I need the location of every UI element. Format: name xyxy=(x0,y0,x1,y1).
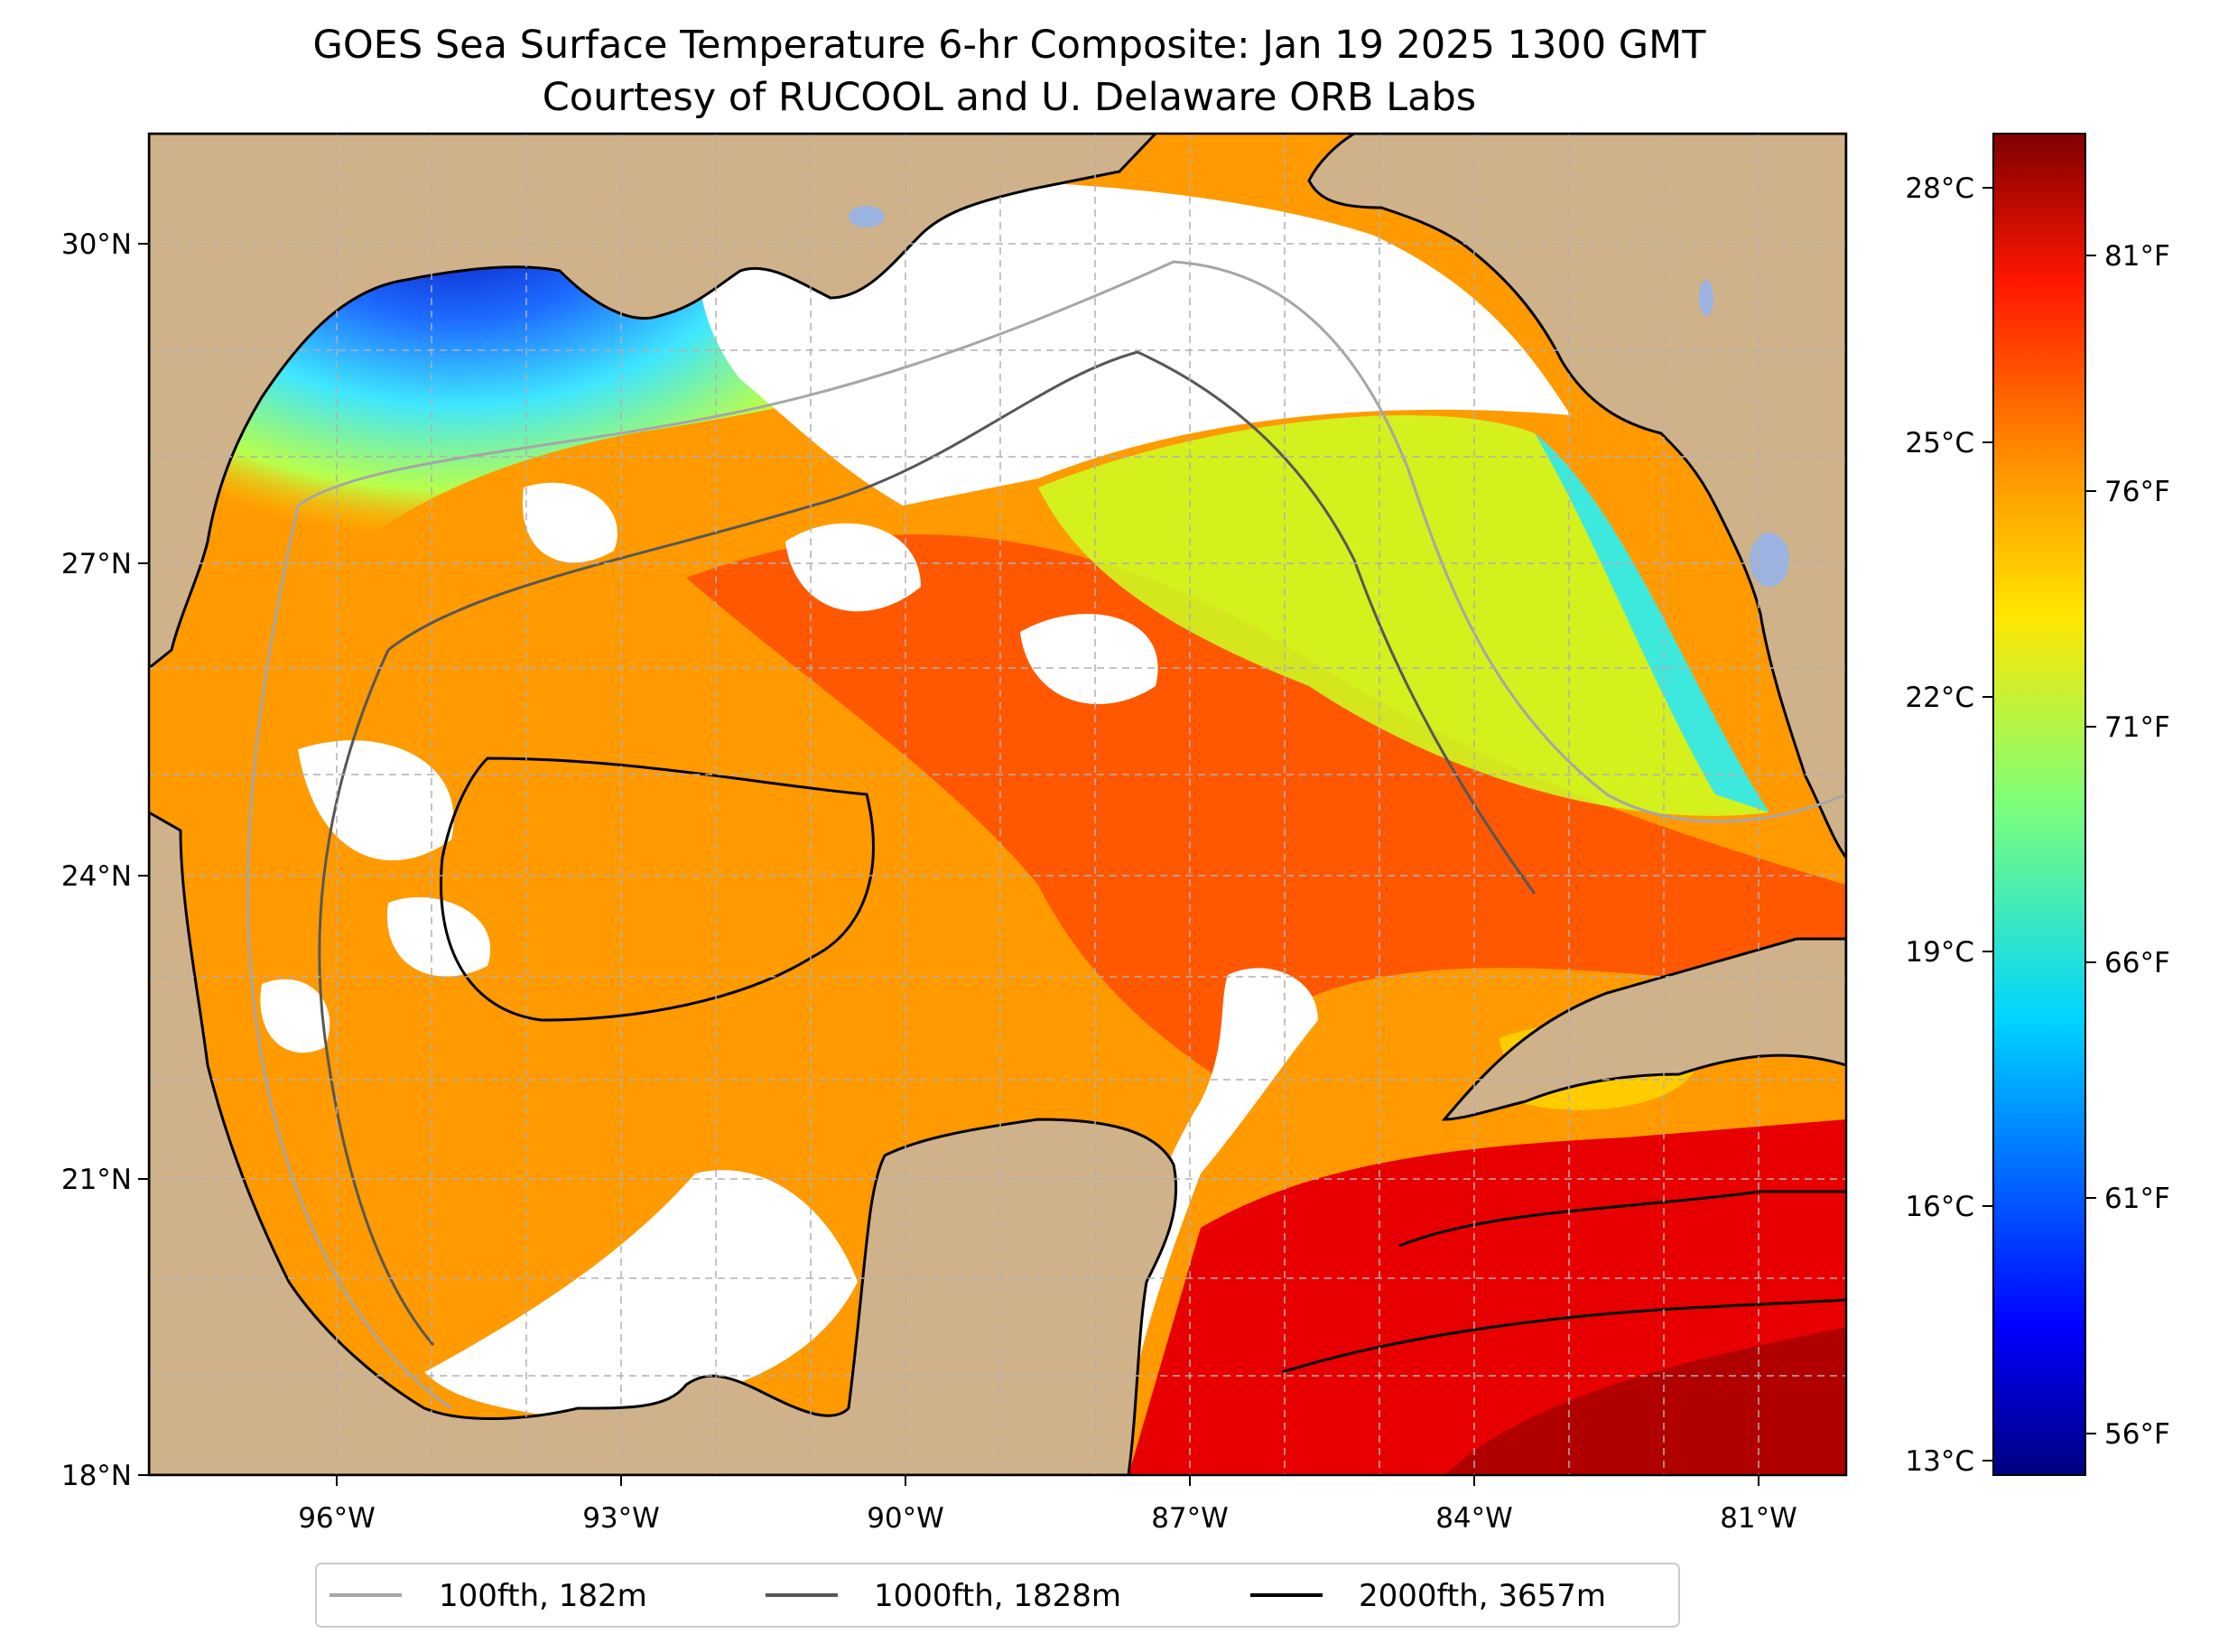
y-tick-label: 27°N xyxy=(61,548,132,580)
warm-loop-current xyxy=(686,534,1846,1083)
x-tick-label: 90°W xyxy=(867,1502,944,1535)
colorbar: 28°C 25°C 22°C 19°C 16°C 13°C 81°F 76°F … xyxy=(1905,133,2170,1478)
celsius-tick-label: 19°C xyxy=(1905,936,1974,969)
fahrenheit-tick-label: 76°F xyxy=(2104,476,2170,508)
x-tick-marks xyxy=(336,1475,1759,1486)
x-tick-label: 93°W xyxy=(582,1502,660,1535)
fahrenheit-tick-label: 71°F xyxy=(2104,711,2170,744)
y-tick-label: 24°N xyxy=(61,860,132,893)
x-tick-label: 84°W xyxy=(1435,1502,1513,1535)
contour-100fth xyxy=(297,260,1846,823)
title-line-2: Courtesy of RUCOOL and U. Delaware ORB L… xyxy=(543,75,1476,120)
celsius-tick-label: 25°C xyxy=(1905,427,1974,459)
celsius-tick-label: 28°C xyxy=(1905,172,1974,205)
gridlines xyxy=(149,134,1846,1475)
legend-label-1000fth: 1000fth, 1828m xyxy=(874,1578,1121,1614)
x-tick-label: 87°W xyxy=(1151,1502,1229,1535)
y-tick-label: 30°N xyxy=(61,228,132,261)
land xyxy=(149,134,1846,1475)
legend-label-2000fth: 2000fth, 3657m xyxy=(1359,1578,1606,1614)
y-tick-label: 18°N xyxy=(61,1460,132,1492)
lakes xyxy=(849,206,1789,587)
caribbean-hottest-water xyxy=(1444,1327,1846,1475)
x-tick-labels: 96°W 93°W 90°W 87°W 84°W 81°W xyxy=(298,1502,1797,1535)
fahrenheit-tick-label: 56°F xyxy=(2104,1418,2170,1451)
contour-1000fth-west xyxy=(318,649,435,1346)
celsius-tick-label: 22°C xyxy=(1905,682,1974,714)
fahrenheit-tick-marks xyxy=(2085,255,2096,1434)
map-panel xyxy=(149,134,1846,1475)
fahrenheit-tick-label: 81°F xyxy=(2104,240,2170,273)
contour-2000fth-basin xyxy=(440,756,875,1022)
legend: 100fth, 182m 1000fth, 1828m 2000fth, 365… xyxy=(315,1563,1680,1628)
legend-box xyxy=(315,1563,1680,1628)
y-tick-marks xyxy=(138,243,149,1476)
bathymetry-contours xyxy=(246,260,1846,1410)
y-tick-label: 21°N xyxy=(61,1164,132,1196)
fahrenheit-tick-label: 61°F xyxy=(2104,1183,2170,1215)
florida-coastal-water xyxy=(1535,433,1769,812)
map-frame xyxy=(147,132,1848,1477)
legend-label-100fth: 100fth, 182m xyxy=(439,1578,647,1614)
fahrenheit-tick-labels: 81°F 76°F 71°F 66°F 61°F 56°F xyxy=(2104,240,2170,1451)
contour-100fth-west xyxy=(246,505,452,1410)
contour-2000fth-caribbean xyxy=(1281,1190,1846,1374)
x-tick-label: 96°W xyxy=(298,1502,376,1535)
celsius-tick-label: 13°C xyxy=(1905,1445,1974,1478)
colorbar-gradient xyxy=(1992,133,2086,1476)
title-line-1: GOES Sea Surface Temperature 6-hr Compos… xyxy=(313,23,1707,68)
x-tick-label: 81°W xyxy=(1720,1502,1797,1535)
y-tick-labels: 30°N 27°N 24°N 21°N 18°N xyxy=(61,228,132,1492)
cloud-mask xyxy=(260,179,1571,1417)
contour-1000fth xyxy=(387,350,1537,895)
celsius-tick-marks xyxy=(1982,187,1993,1462)
fahrenheit-tick-label: 66°F xyxy=(2104,947,2170,979)
celsius-tick-label: 16°C xyxy=(1905,1191,1974,1223)
celsius-tick-labels: 28°C 25°C 22°C 19°C 16°C 13°C xyxy=(1905,172,1974,1478)
